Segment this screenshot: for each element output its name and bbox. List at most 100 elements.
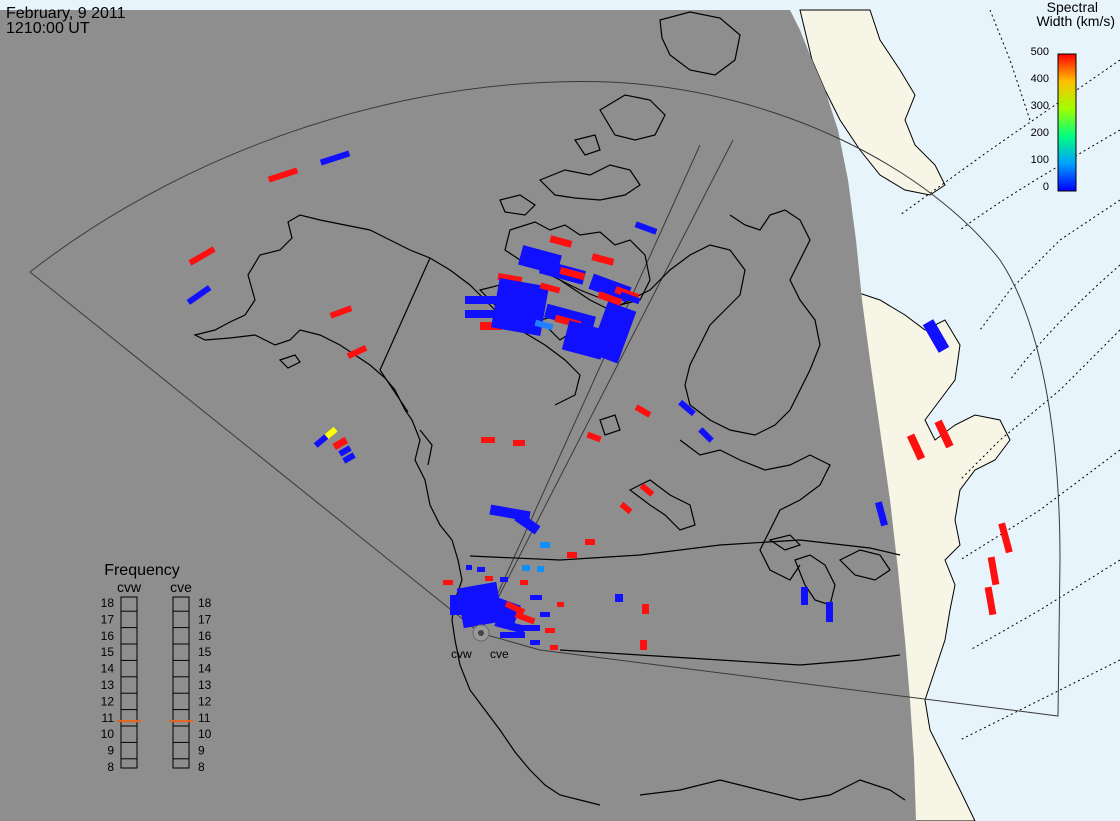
colorbar-tick: 0: [1043, 181, 1049, 193]
data-cell: [267, 167, 299, 183]
data-cell: [597, 291, 623, 306]
frequency-tick-left: 15: [101, 645, 115, 659]
data-cell: [826, 602, 833, 622]
data-cell: [500, 632, 525, 638]
data-cell: [615, 594, 623, 602]
frequency-tick-right: 10: [198, 727, 212, 741]
frequency-tick-left: 12: [101, 694, 115, 708]
frequency-tick-left: 17: [101, 612, 115, 626]
data-cell: [922, 319, 950, 353]
data-cell: [586, 431, 602, 443]
frequency-tick-right: 13: [198, 678, 212, 692]
data-cell: [550, 645, 558, 650]
data-cell: [491, 278, 549, 336]
fov-outline: [29, 81, 1061, 717]
data-cell: [534, 319, 554, 331]
data-cell: [319, 150, 351, 166]
data-cell: [906, 433, 926, 461]
data-cell: [801, 587, 808, 605]
data-cell: [494, 618, 526, 634]
data-cell: [639, 483, 655, 497]
frequency-tick-right: 12: [198, 694, 212, 708]
data-cell: [987, 556, 1000, 586]
data-cell: [522, 565, 530, 571]
frequency-tick-left: 16: [101, 629, 115, 643]
data-cell: [514, 611, 536, 625]
data-cell: [329, 305, 353, 319]
frequency-bar-cve: [172, 596, 190, 769]
data-cell: [520, 580, 528, 585]
data-cell: [530, 640, 540, 645]
colorbar-tick: 100: [1031, 154, 1049, 166]
data-cell: [466, 565, 472, 570]
data-cell: [984, 586, 997, 616]
data-cell: [504, 601, 526, 615]
data-cell: [642, 604, 649, 614]
data-cell: [338, 445, 352, 457]
frequency-tick-left: 8: [107, 760, 114, 774]
day-land-greenland: [799, 9, 946, 196]
data-cell: [934, 419, 954, 449]
data-cells: [186, 150, 1013, 650]
data-cell: [450, 595, 470, 615]
frequency-tick-right: 17: [198, 612, 212, 626]
data-cell: [678, 399, 696, 417]
frequency-tick-right: 14: [198, 662, 212, 676]
data-cell: [465, 296, 505, 304]
data-cell: [465, 310, 500, 318]
data-cell: [313, 434, 329, 448]
data-cell: [346, 345, 368, 359]
frequency-panel: Frequency cvw cve 18 18 17 17 16 16 15 15 14 14 13…: [101, 562, 212, 774]
frequency-tick-right: 15: [198, 645, 212, 659]
data-cell: [332, 436, 349, 450]
data-cell: [539, 282, 561, 294]
data-cell: [698, 427, 714, 443]
data-cell: [559, 266, 586, 281]
data-cell: [998, 522, 1013, 554]
frequency-bar-cvw: [120, 596, 138, 769]
colorbar-tick: 300: [1031, 100, 1049, 112]
frequency-tick-left: 11: [102, 711, 115, 725]
data-cell: [874, 501, 888, 527]
data-cell: [589, 301, 637, 364]
data-cell: [585, 539, 595, 545]
data-cell: [188, 246, 216, 266]
map-header: February, 9 2011 1210:00 UT: [6, 5, 126, 37]
frequency-radar-cvw: cvw: [117, 579, 142, 595]
colorbar-title-line1: Spectral: [1047, 0, 1098, 15]
data-cell: [480, 322, 502, 330]
frequency-tick-right: 11: [198, 711, 211, 725]
frequency-tick-right: 16: [198, 629, 212, 643]
data-cell: [619, 501, 633, 515]
frequency-tick-right: 18: [198, 596, 212, 610]
data-cell: [567, 552, 577, 558]
data-cell: [544, 303, 596, 331]
data-cell: [537, 566, 544, 572]
data-cell: [557, 602, 564, 607]
data-cell: [640, 640, 647, 650]
data-cell: [545, 628, 555, 633]
data-cell: [500, 577, 508, 582]
data-cell: [520, 625, 540, 631]
frequency-tick-right: 9: [198, 744, 205, 758]
data-cell: [481, 437, 495, 443]
data-cell: [634, 221, 658, 235]
frequency-radar-cve: cve: [170, 579, 192, 595]
data-cell: [186, 285, 212, 305]
radar-label-cve: cve: [490, 647, 509, 661]
data-cell: [485, 576, 493, 581]
frequency-tick-left: 9: [107, 744, 114, 758]
colorbar-tick: 200: [1031, 127, 1049, 139]
frequency-tick-left: 14: [101, 662, 115, 676]
colorbar-gradient: [1057, 53, 1077, 192]
colorbar-tick: 400: [1031, 73, 1049, 85]
data-cell: [514, 512, 541, 535]
frequency-title: Frequency: [104, 562, 180, 579]
frequency-tick-left: 10: [101, 727, 115, 741]
colorbar: Spectral Width (km/s) 500 400 300 200 10…: [1031, 0, 1115, 193]
date-label: February, 9 2011: [6, 5, 126, 22]
colorbar-tick: 500: [1031, 46, 1049, 58]
frequency-tick-left: 13: [101, 678, 115, 692]
